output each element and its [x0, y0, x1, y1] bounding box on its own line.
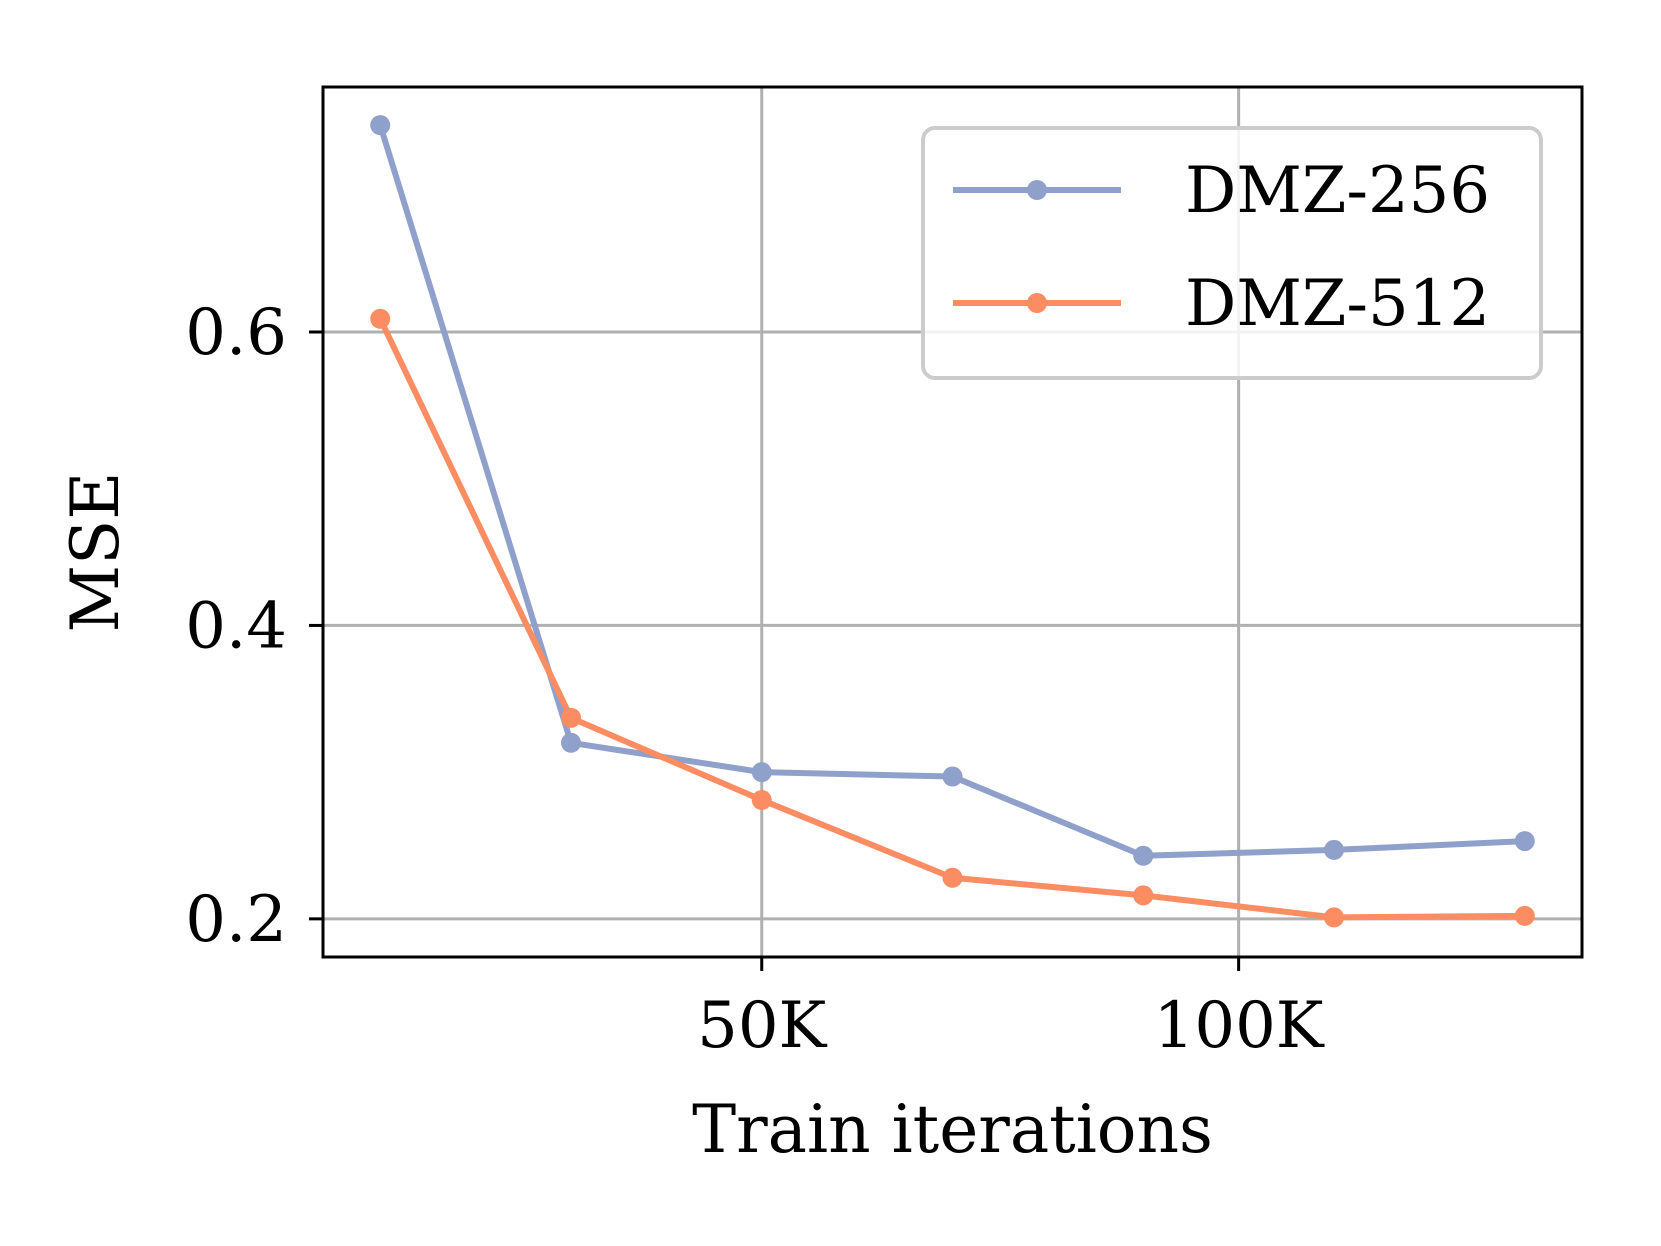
data-point: [1324, 907, 1345, 928]
data-point: [751, 790, 772, 811]
x-tick-label: 100K: [1154, 989, 1325, 1063]
series-DMZ-256: [370, 115, 1535, 866]
data-point: [560, 732, 581, 753]
data-point: [1324, 839, 1345, 860]
data-point: [370, 308, 391, 329]
x-tick-label: 50K: [697, 989, 827, 1063]
series-layer: [370, 115, 1535, 928]
y-tick-label: 0.2: [185, 883, 287, 957]
plot-frame: [321, 85, 1584, 959]
legend-label: DMZ-256: [1185, 154, 1490, 228]
y-tick-label: 0.6: [185, 296, 287, 370]
y-tick-label: 0.4: [185, 589, 287, 663]
data-point: [942, 867, 963, 888]
data-point: [560, 707, 581, 728]
data-point: [1514, 905, 1535, 926]
axis-ticks: 50K 100K 0.2 0.4 0.6: [185, 296, 1325, 1063]
data-point: [751, 762, 772, 783]
series-DMZ-512: [370, 308, 1535, 928]
data-point: [1133, 845, 1154, 866]
data-point: [942, 766, 963, 787]
legend-label: DMZ-512: [1185, 267, 1490, 341]
y-axis-label: MSE: [57, 472, 134, 633]
data-point: [1514, 831, 1535, 852]
legend-marker: [1027, 180, 1047, 200]
legend-marker: [1027, 293, 1047, 313]
data-point: [1133, 885, 1154, 906]
series-line: [377, 315, 1528, 921]
data-point: [370, 115, 391, 136]
x-axis-label: Train iterations: [692, 1091, 1213, 1168]
legend: DMZ-256 DMZ-512: [921, 126, 1543, 380]
